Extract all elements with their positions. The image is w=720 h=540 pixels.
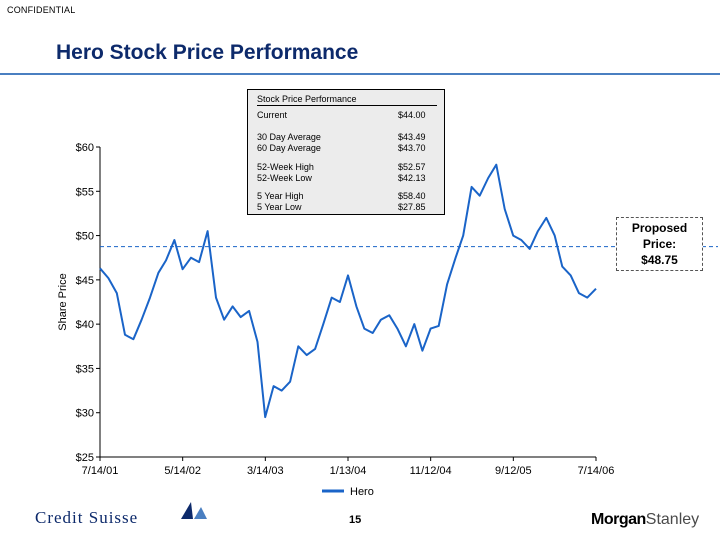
y-tick-label: $30 (76, 408, 94, 420)
sail-icon (181, 502, 207, 519)
series-group (99, 163, 597, 419)
logo-part-stanley: Stanley (645, 511, 700, 528)
stats-row-60day: 60 Day Average $43.70 (257, 143, 435, 154)
stats-label: 60 Day Average (257, 143, 321, 153)
proposed-line3: $48.75 (641, 253, 678, 267)
proposed-line2: Price: (642, 237, 677, 251)
stats-value: $42.13 (398, 173, 426, 183)
x-tick-label: 7/14/06 (578, 465, 615, 477)
stats-value: $43.70 (398, 143, 426, 153)
x-tick-label: 5/14/02 (164, 465, 201, 477)
y-tick-label: $45 (76, 275, 94, 287)
page-title: Hero Stock Price Performance (56, 41, 359, 64)
y-tick-label: $55 (76, 186, 94, 198)
stats-value: $27.85 (398, 202, 426, 212)
x-tick-label: 3/14/03 (247, 465, 284, 477)
stats-value: $52.57 (398, 162, 426, 172)
proposed-line1: Proposed (631, 221, 688, 235)
stats-label: 52-Week Low (257, 173, 312, 183)
morgan-stanley-logo: MorganStanley (591, 511, 699, 529)
stats-label: 52-Week High (257, 162, 314, 172)
stats-row-current: Current $44.00 (257, 110, 435, 121)
stats-row-52wk-high: 52-Week High $52.57 (257, 162, 435, 173)
stats-row-5yr-low: 5 Year Low $27.85 (257, 202, 435, 213)
y-tick-label: $35 (76, 363, 94, 375)
stats-table-title: Stock Price Performance (257, 94, 437, 106)
x-tick-label: 9/12/05 (495, 465, 532, 477)
credit-suisse-logo-text: Credit Suisse (35, 508, 139, 527)
stats-value: $43.49 (398, 132, 426, 142)
stats-row-30day: 30 Day Average $43.49 (257, 132, 435, 143)
page-number: 15 (349, 514, 362, 526)
x-tick-label: 11/12/04 (410, 465, 452, 477)
y-axis-label: Share Price (57, 273, 69, 330)
credit-suisse-logo: Credit Suisse (35, 502, 207, 528)
legend-label-hero: Hero (350, 486, 374, 498)
stats-row-52wk-low: 52-Week Low $42.13 (257, 173, 435, 184)
y-tick-label: $60 (76, 142, 94, 154)
chart-axes: $25 $30 $35 $40 $45 $50 $55 $60 7/14/01 5/14/02 3/… (57, 142, 614, 477)
title-rule (0, 73, 720, 75)
stats-label: 30 Day Average (257, 132, 321, 142)
chart-legend: Hero (322, 486, 374, 498)
proposed-price-callout: Proposed Price: $48.75 (616, 217, 703, 271)
stats-table: Stock Price Performance Current $44.00 3… (247, 89, 445, 215)
y-tick-label: $40 (76, 319, 94, 331)
logo-part-morgan: Morgan (591, 511, 646, 528)
x-tick-label: 1/13/04 (330, 465, 367, 477)
stats-label: 5 Year High (257, 191, 304, 201)
stats-label: 5 Year Low (257, 202, 302, 212)
series-line-hero (99, 163, 597, 419)
y-tick-label: $50 (76, 231, 94, 243)
stats-label: Current (257, 110, 288, 120)
y-tick-label: $25 (76, 452, 94, 464)
stats-value: $44.00 (398, 110, 426, 120)
confidential-label: CONFIDENTIAL (7, 5, 76, 15)
stats-row-5yr-high: 5 Year High $58.40 (257, 191, 435, 202)
stats-value: $58.40 (398, 191, 426, 201)
x-tick-label: 7/14/01 (82, 465, 119, 477)
